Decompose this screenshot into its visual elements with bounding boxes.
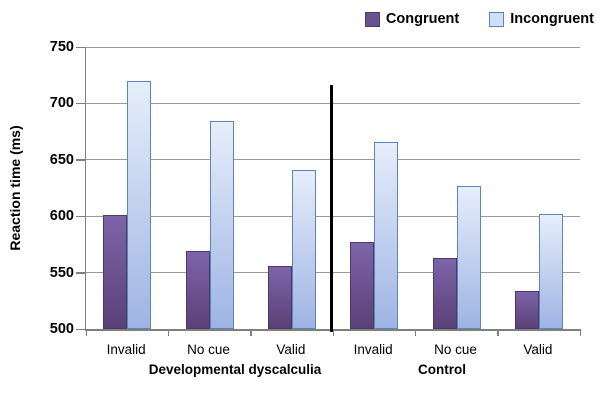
y-tick-label: 550 (49, 264, 74, 281)
incongruent-swatch-icon (489, 11, 505, 27)
congruent-swatch-icon (364, 11, 380, 27)
gridline (86, 102, 580, 104)
y-axis-tick (76, 328, 86, 330)
bar-incongruent-invalid (127, 80, 152, 329)
x-category-label: Invalid (106, 342, 146, 357)
x-group-label: Developmental dyscalculia (148, 362, 322, 377)
plot-area (76, 46, 581, 336)
bar-incongruent-valid (291, 169, 316, 329)
x-axis-tick (85, 329, 87, 336)
y-tick-label: 650 (49, 151, 74, 168)
y-axis-title: Reaction time (ms) (7, 125, 23, 251)
gridline (86, 272, 580, 274)
bar-congruent-invalid (103, 215, 128, 329)
legend-label-congruent: Congruent (385, 11, 460, 27)
y-axis-tick (76, 46, 86, 48)
x-axis-tick (250, 329, 252, 336)
x-category-label: Valid (276, 342, 306, 357)
x-axis-tick (497, 329, 499, 336)
x-axis-tick (167, 329, 170, 336)
legend-item-incongruent: Incongruent (489, 11, 594, 27)
x-category-label: Invalid (353, 342, 393, 357)
x-category-label: No cue (434, 342, 477, 357)
bar-incongruent-invalid (374, 141, 399, 329)
gridline (86, 159, 580, 161)
legend-item-congruent: Congruent (364, 11, 460, 27)
bar-congruent-valid (514, 290, 539, 329)
bar-congruent-invalid (350, 242, 375, 329)
gridline (86, 215, 580, 217)
x-category-label: Valid (523, 342, 553, 357)
bar-incongruent-no-cue (456, 185, 481, 329)
group-divider-line (329, 85, 333, 332)
bar-congruent-valid (267, 265, 292, 329)
y-tick-label: 600 (49, 208, 74, 225)
bar-congruent-no-cue (432, 257, 457, 329)
gridline (86, 46, 580, 48)
bar-incongruent-valid (538, 213, 563, 329)
bar-congruent-no-cue (185, 251, 210, 329)
y-tick-label: 750 (49, 39, 74, 55)
x-group-label: Control (418, 362, 466, 377)
y-axis-tick (76, 215, 86, 218)
y-tick-label: 500 (49, 321, 74, 337)
x-axis-tick (332, 329, 334, 336)
y-axis-tick (76, 159, 86, 161)
x-axis-tick (414, 329, 417, 336)
x-axis-tick (579, 329, 581, 336)
x-category-label: No cue (187, 342, 230, 357)
legend: Congruent Incongruent (364, 11, 594, 27)
legend-label-incongruent: Incongruent (510, 11, 594, 27)
y-tick-label: 700 (49, 95, 74, 112)
y-axis-tick (76, 272, 86, 274)
y-axis-tick (76, 102, 86, 105)
bar-incongruent-no-cue (209, 121, 234, 329)
